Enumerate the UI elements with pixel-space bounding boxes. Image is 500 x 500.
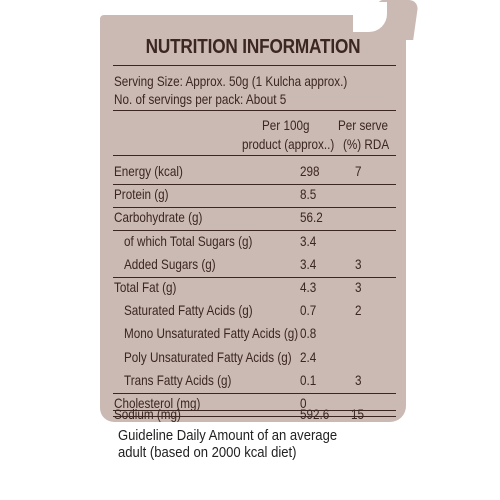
header-divider <box>113 110 396 111</box>
nutrient-name: Poly Unsaturated Fatty Acids (g) <box>124 349 292 365</box>
servings-per-pack: No. of servings per pack: About 5 <box>114 92 287 107</box>
nutrition-title: NUTRITION INFORMATION <box>145 36 361 58</box>
row-divider <box>113 207 396 209</box>
bottom-divider <box>113 410 396 411</box>
rda-value: 2 <box>355 303 362 319</box>
per100-value: 4.3 <box>300 280 317 295</box>
per100-value: 298 <box>300 164 320 179</box>
panel-notch <box>353 2 387 32</box>
per100-value: 8.5 <box>300 187 317 203</box>
column-header-rda-line1: Per serve <box>338 118 389 133</box>
row-divider <box>113 230 396 232</box>
nutrient-name: Carbohydrate (g) <box>114 210 203 226</box>
per100-value: 0 <box>300 396 307 411</box>
nutrient-name: Protein (g) <box>114 187 169 203</box>
row-divider <box>113 416 396 417</box>
serving-size: Serving Size: Approx. 50g (1 Kulcha appr… <box>114 74 348 89</box>
column-header-rda-line2: (%) RDA <box>343 137 390 152</box>
per100-value: 3.4 <box>300 256 317 272</box>
column-header-per100-line2: product (approx..) <box>242 137 335 152</box>
nutrient-name: Saturated Fatty Acids (g) <box>124 303 253 319</box>
nutrient-name: Mono Unsaturated Fatty Acids (g) <box>124 326 299 342</box>
footer-note: Guideline Daily Amount of an average adu… <box>118 428 338 461</box>
nutrient-name: Cholesterol (mg) <box>114 396 201 411</box>
row-divider <box>113 276 396 278</box>
title-divider <box>113 65 396 66</box>
per100-value: 0.7 <box>300 303 317 319</box>
row-divider <box>113 184 396 185</box>
per100-value: 3.4 <box>300 233 317 249</box>
column-header-per100-line1: Per 100g <box>262 118 310 133</box>
nutrient-name: Energy (kcal) <box>114 164 183 179</box>
nutrition-panel <box>100 15 406 422</box>
per100-value: 0.8 <box>300 326 317 342</box>
rda-value: 7 <box>355 164 362 179</box>
per100-value: 56.2 <box>300 210 323 226</box>
rda-value: 3 <box>355 256 362 272</box>
per100-value: 0.1 <box>300 372 317 388</box>
rda-value: 3 <box>355 280 362 295</box>
nutrient-name: Added Sugars (g) <box>124 256 216 272</box>
nutrient-name: Total Fat (g) <box>114 280 177 295</box>
column-divider <box>113 155 396 156</box>
nutrient-name: of which Total Sugars (g) <box>124 233 253 249</box>
per100-value: 2.4 <box>300 349 317 365</box>
nutrient-name: Trans Fatty Acids (g) <box>124 372 232 388</box>
rda-value: 3 <box>355 372 362 388</box>
row-divider <box>113 392 396 394</box>
